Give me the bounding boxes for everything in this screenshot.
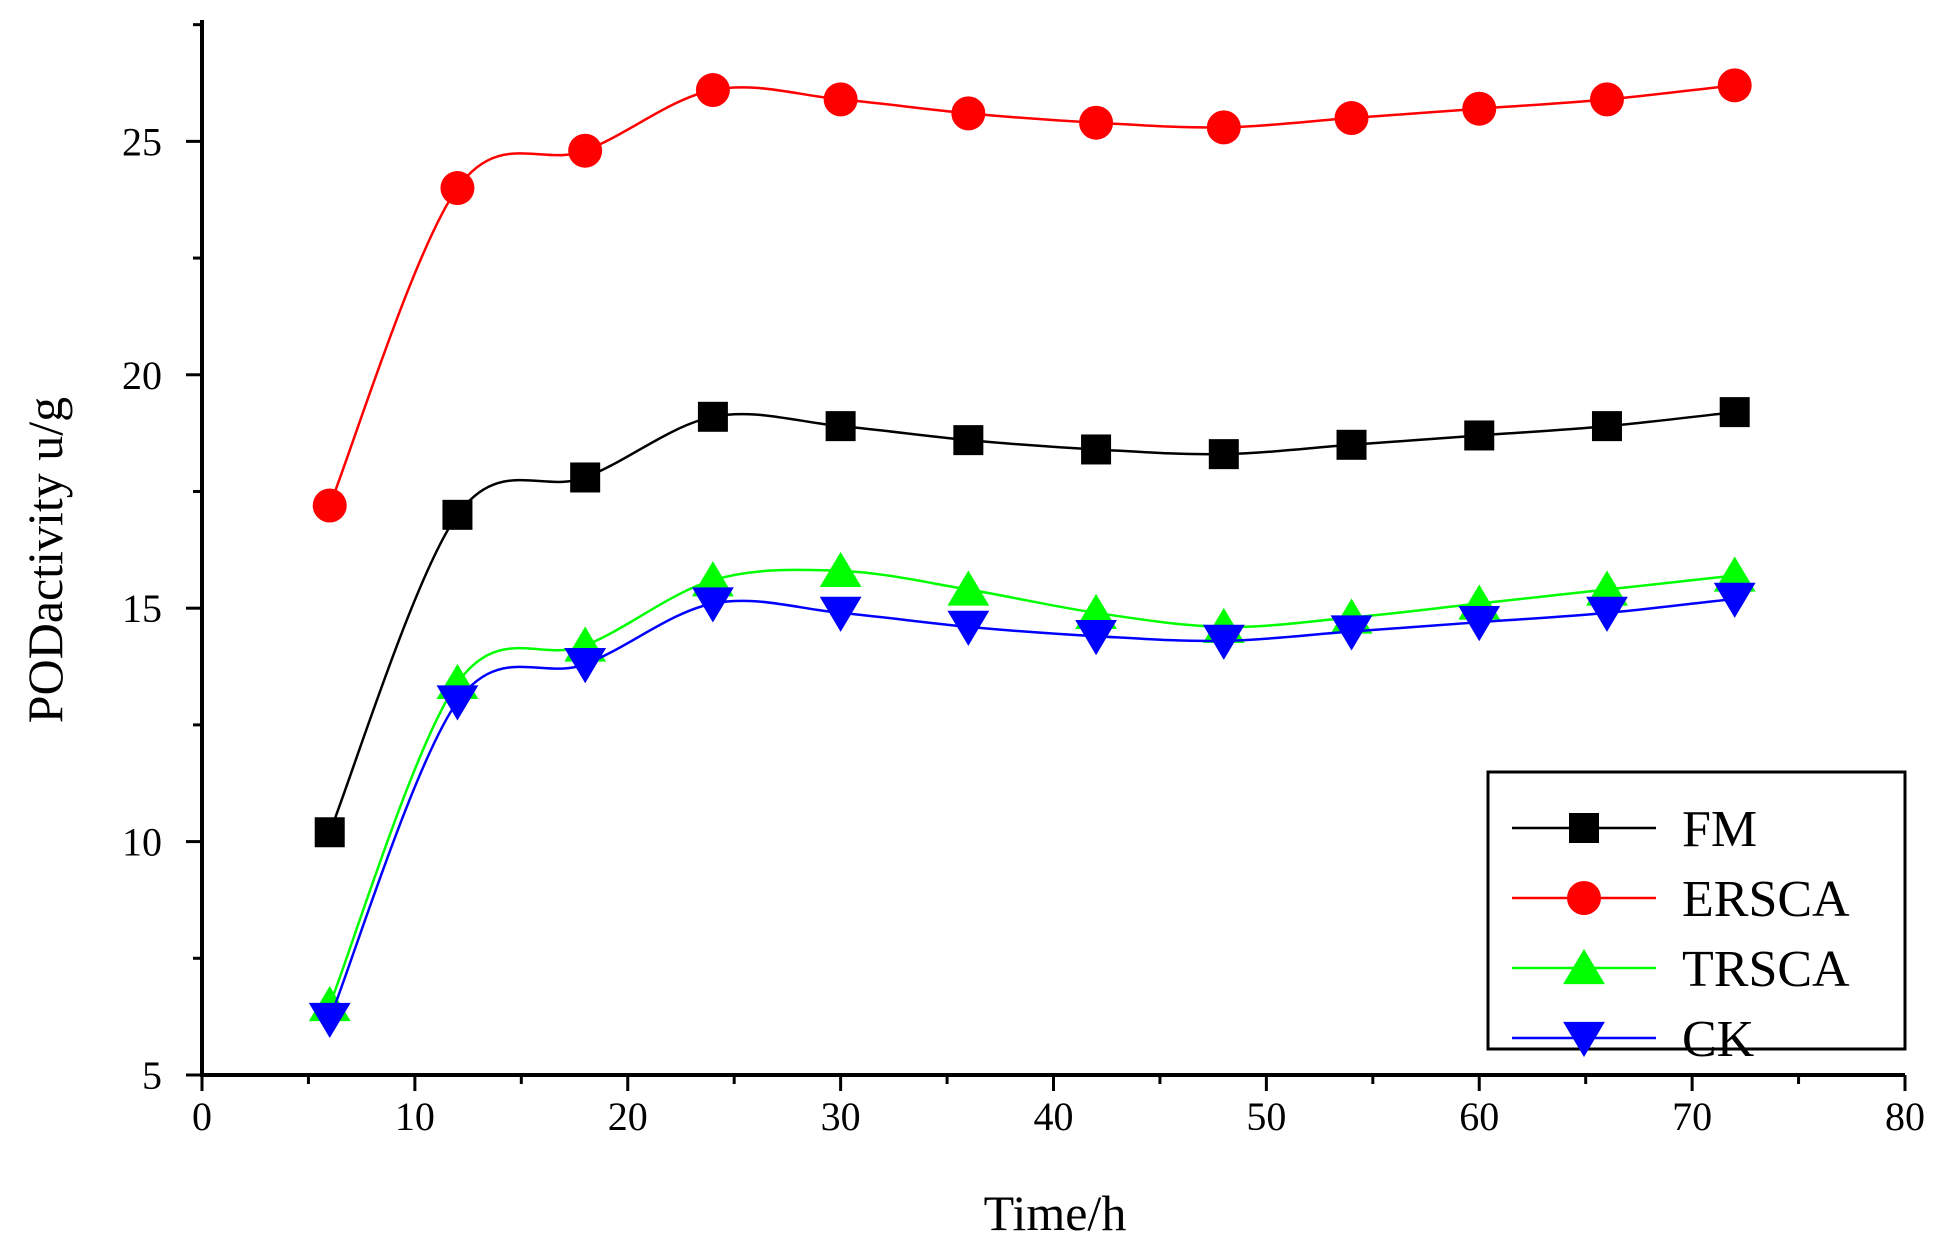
- data-point-fm: [1591, 411, 1622, 442]
- series-fm: [314, 397, 1750, 848]
- data-point-fm: [1081, 434, 1112, 465]
- data-point-fm: [1719, 397, 1750, 428]
- ticks: 0 10 20 30 40 50 60 70 80 5 10 15 20 25: [122, 23, 1925, 1139]
- legend: FM ERSCA TRSCA CK: [1486, 770, 1907, 1068]
- data-point-ersca: [695, 73, 730, 108]
- data-point-ck: [564, 648, 607, 684]
- data-point-ersca: [568, 133, 603, 168]
- series-line-ersca: [328, 84, 1735, 506]
- data-point-fm: [953, 425, 984, 456]
- data-point-ersca: [1079, 105, 1114, 140]
- x-tick-label: 40: [1034, 1094, 1074, 1139]
- x-tick-label: 20: [608, 1094, 648, 1139]
- data-point-ersca: [1462, 91, 1497, 126]
- x-tick-label: 70: [1672, 1094, 1712, 1139]
- legend-item-ck: CK: [1512, 1011, 1755, 1068]
- data-point-ck: [1586, 596, 1628, 632]
- data-point-ck: [1202, 624, 1245, 660]
- series-trsca: [308, 551, 1756, 1022]
- data-point-fm: [314, 817, 345, 848]
- legend-box: [1486, 770, 1907, 1051]
- data-point-fm: [697, 401, 728, 432]
- data-point-ersca: [440, 171, 475, 206]
- data-point-ersca: [1334, 101, 1369, 136]
- series-ersca: [312, 68, 1752, 523]
- data-point-ersca: [1717, 68, 1752, 103]
- x-tick-label: 80: [1885, 1094, 1925, 1139]
- x-tick-label: 60: [1459, 1094, 1499, 1139]
- x-axis-title: Time/h: [984, 1185, 1127, 1241]
- x-tick-label: 0: [192, 1094, 212, 1139]
- data-point-ersca: [312, 488, 347, 523]
- data-point-ck: [308, 1002, 351, 1038]
- y-tick-label: 20: [122, 353, 162, 398]
- data-point-trsca: [947, 570, 990, 606]
- legend-label: CK: [1682, 1011, 1755, 1068]
- series-line-fm: [328, 410, 1735, 833]
- data-point-ck: [1713, 582, 1756, 618]
- data-point-ck: [1458, 606, 1501, 642]
- data-point-fm: [1336, 429, 1367, 460]
- data-point-ck: [1330, 615, 1373, 651]
- data-point-ck: [1075, 620, 1117, 656]
- legend-marker: [1563, 1021, 1605, 1057]
- legend-marker: [1563, 949, 1605, 985]
- data-point-ersca: [951, 96, 986, 131]
- data-point-ck: [692, 587, 734, 623]
- y-axis-title: PODactivity u/g: [17, 397, 73, 723]
- series-ck: [308, 582, 1756, 1038]
- data-point-ck: [819, 596, 862, 632]
- series-layer: [308, 68, 1756, 1038]
- legend-item-trsca: TRSCA: [1512, 941, 1850, 998]
- x-tick-label: 10: [395, 1094, 435, 1139]
- legend-marker: [1567, 881, 1601, 915]
- legend-item-ersca: ERSCA: [1512, 871, 1850, 928]
- x-tick-label: 30: [821, 1094, 861, 1139]
- legend-marker: [1569, 813, 1599, 843]
- data-point-fm: [1208, 439, 1239, 470]
- legend-item-fm: FM: [1512, 801, 1757, 858]
- data-point-ck: [436, 685, 479, 721]
- y-tick-label: 25: [122, 119, 162, 164]
- data-point-fm: [570, 462, 601, 493]
- x-tick-label: 50: [1246, 1094, 1286, 1139]
- legend-label: TRSCA: [1682, 941, 1850, 998]
- data-point-ersca: [823, 82, 858, 117]
- data-point-ersca: [1206, 110, 1241, 145]
- data-point-fm: [1464, 420, 1495, 451]
- data-point-trsca: [819, 551, 862, 587]
- legend-label: ERSCA: [1682, 871, 1850, 928]
- data-point-ersca: [1589, 82, 1624, 117]
- data-point-fm: [442, 499, 473, 530]
- legend-label: FM: [1682, 801, 1757, 858]
- y-tick-label: 10: [122, 820, 162, 865]
- data-point-fm: [825, 411, 856, 442]
- y-tick-label: 15: [122, 586, 162, 631]
- y-tick-label: 5: [142, 1053, 162, 1098]
- data-point-ck: [947, 610, 990, 646]
